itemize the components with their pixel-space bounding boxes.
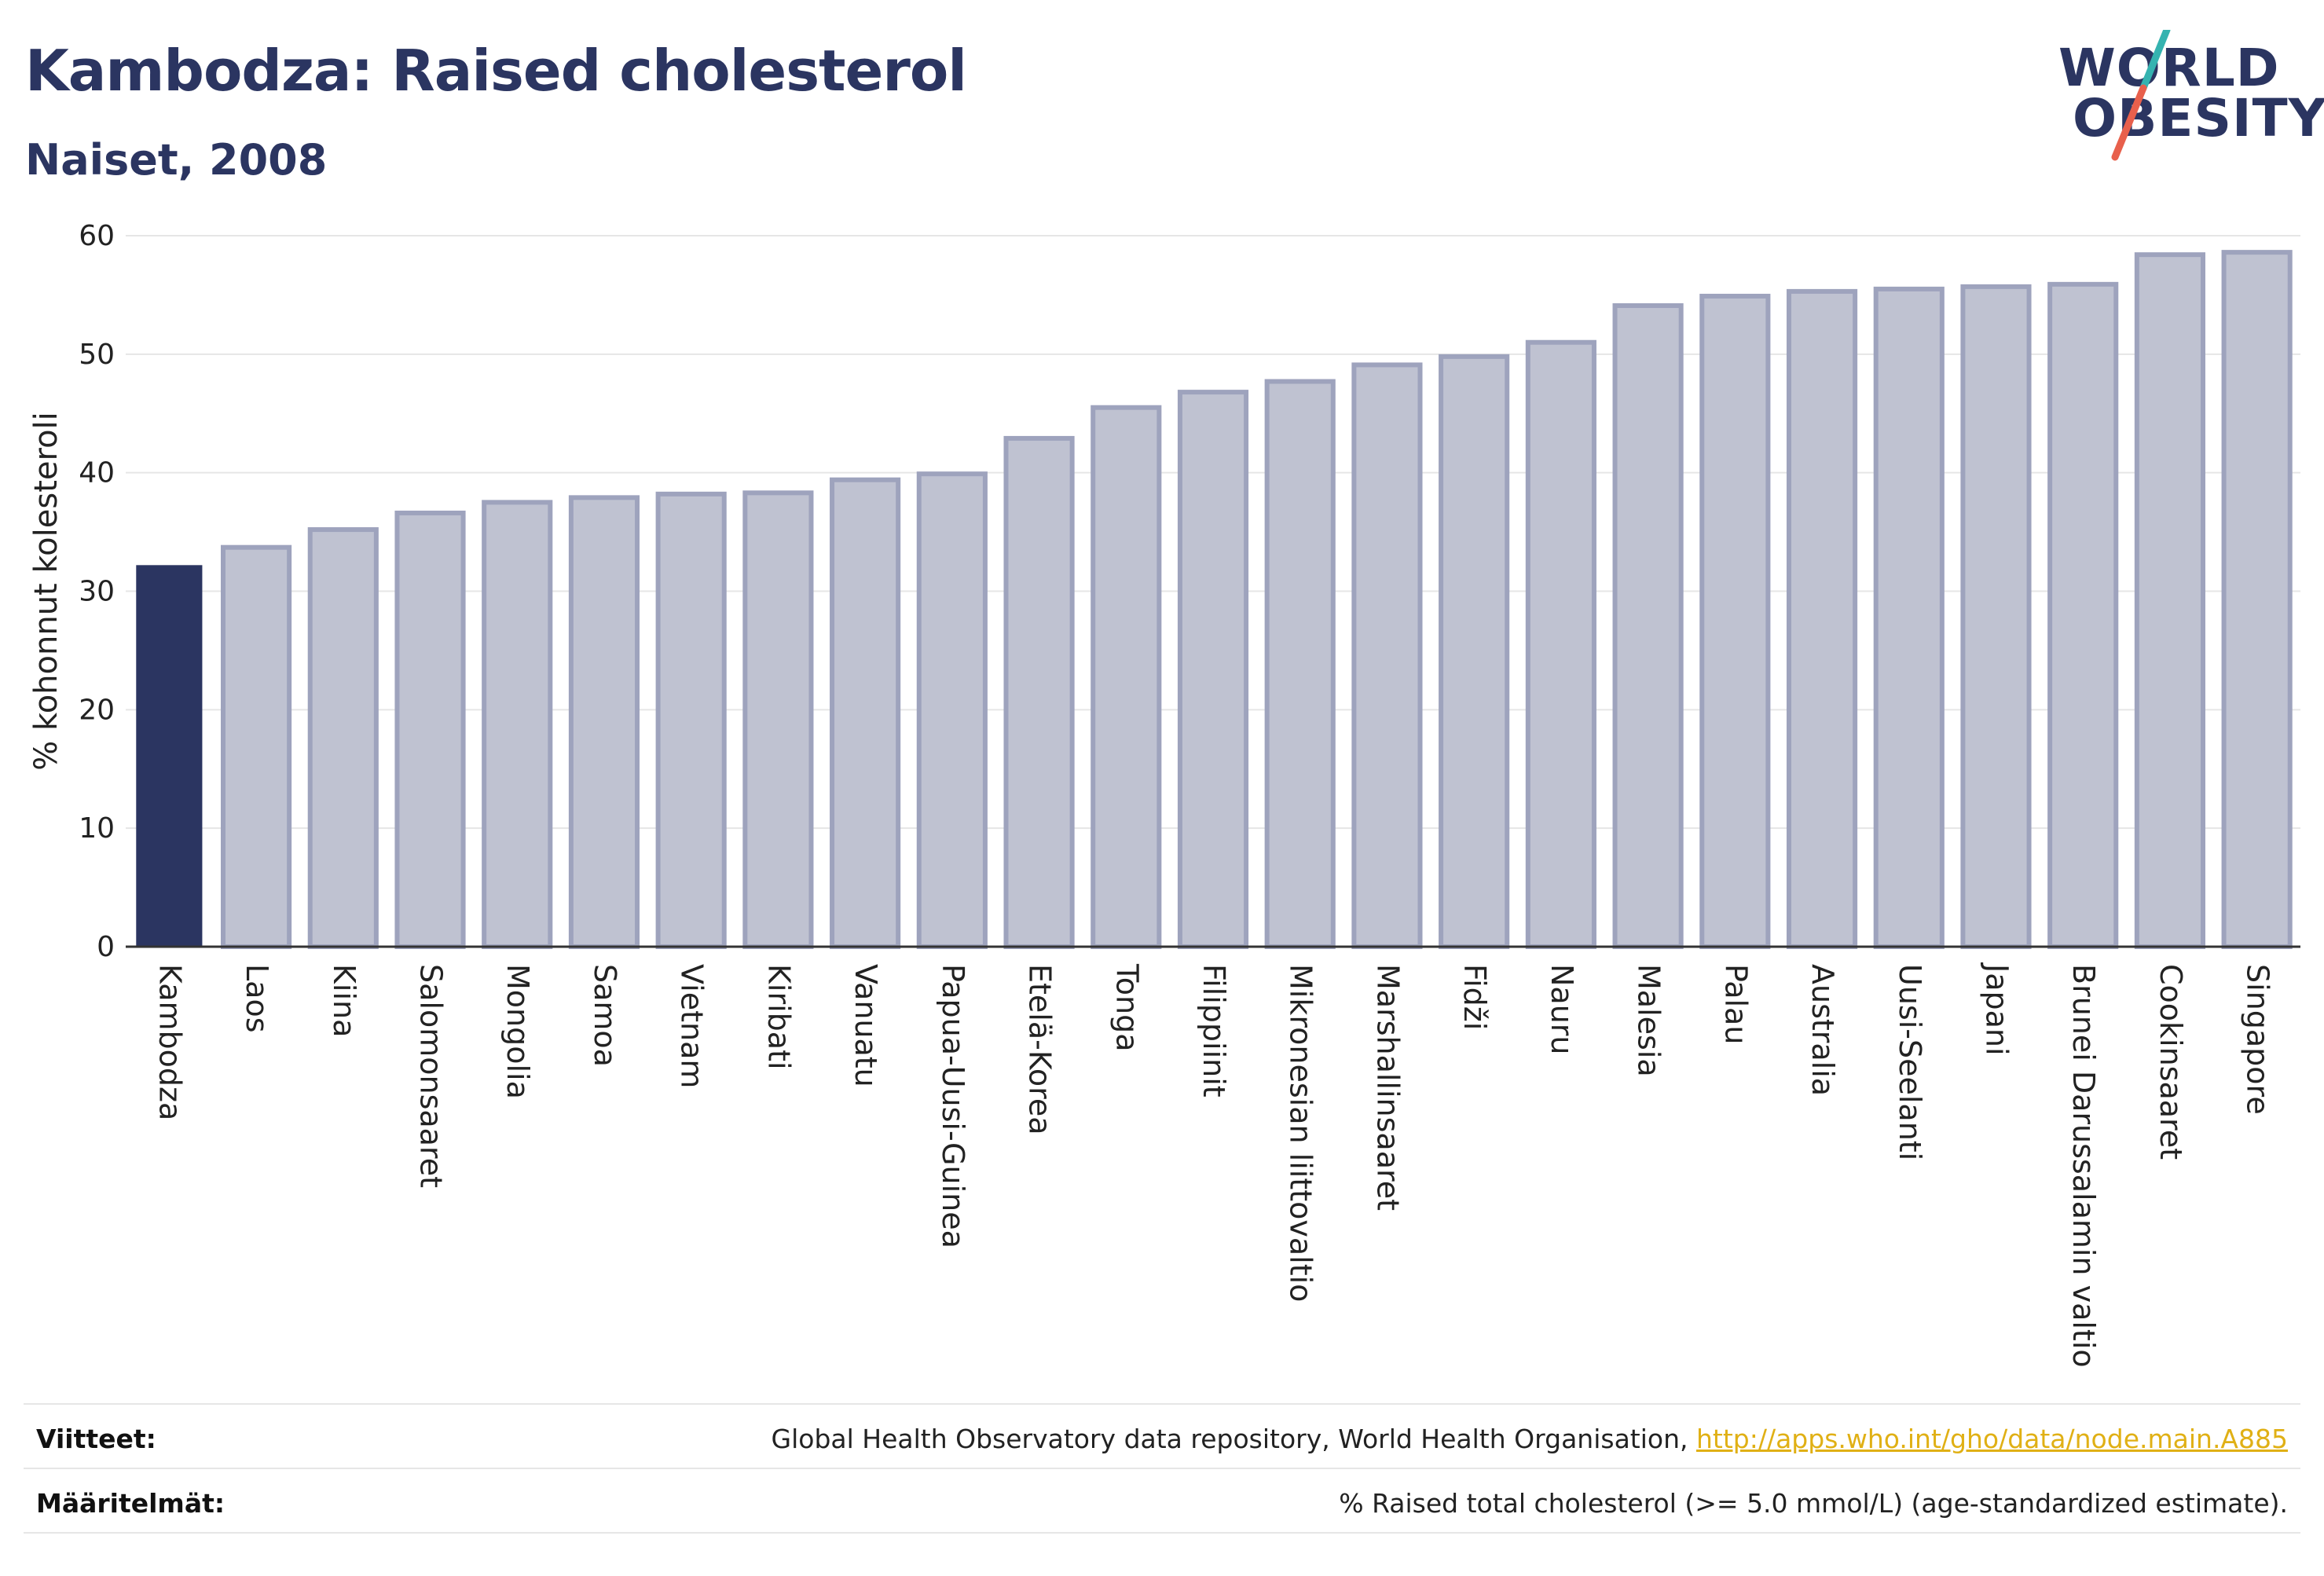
- x-tick-label: Singapore: [2241, 964, 2275, 1115]
- footer-divider-middle: [24, 1468, 2300, 1469]
- bar: [1264, 379, 1336, 949]
- x-tick-label: Papua-Uusi-Guinea: [936, 964, 970, 1248]
- x-tick-label: Kiina: [327, 964, 361, 1037]
- page-title: Kambodza: Raised cholesterol: [25, 38, 967, 104]
- x-tick-label: Mongolia: [500, 964, 535, 1099]
- bar: [742, 490, 814, 949]
- sources-row: Viitteet: Global Health Observatory data…: [24, 1424, 2300, 1455]
- definitions-row: Määritelmät: % Raised total cholesterol …: [24, 1488, 2300, 1519]
- bar: [482, 500, 553, 949]
- logo-slash-icon: [2111, 30, 2171, 161]
- x-tick-label: Brunei Darussalamin valtio: [2066, 964, 2101, 1368]
- page-subtitle: Naiset, 2008: [25, 135, 328, 185]
- bar: [1177, 390, 1249, 950]
- bar: [1091, 405, 1162, 949]
- y-tick-label: 40: [79, 457, 115, 489]
- bar: [830, 477, 901, 949]
- x-tick-label: Filippiinit: [1197, 964, 1231, 1098]
- bar: [2047, 281, 2119, 949]
- sources-label: Viitteet:: [36, 1424, 156, 1454]
- world-obesity-logo: WORLD OBESITY: [2043, 30, 2324, 171]
- bar: [1612, 302, 1684, 950]
- definitions-text: % Raised total cholesterol (>= 5.0 mmol/…: [1339, 1488, 2288, 1519]
- bar: [1525, 339, 1596, 949]
- sources-link[interactable]: http://apps.who.int/gho/data/node.main.A…: [1695, 1424, 2288, 1454]
- x-tick-label: Mikronesian liittovaltio: [1284, 964, 1318, 1302]
- sources-value: Global Health Observatory data repositor…: [772, 1424, 2288, 1454]
- x-tick-label: Etelä-Korea: [1023, 964, 1058, 1135]
- bar: [136, 565, 203, 947]
- x-tick-label: Marshallinsaaret: [1370, 964, 1405, 1211]
- bar: [1960, 284, 2032, 949]
- bar: [394, 510, 466, 949]
- logo-line-2: OBESITY: [2073, 88, 2324, 148]
- y-tick-label: 0: [97, 931, 115, 963]
- x-tick-label: Kiribati: [761, 964, 796, 1070]
- x-tick-label: Samoa: [588, 964, 622, 1067]
- bar-chart: 0 10 20 30 40 50 60 % kohonnut kolesteroli Kambo…: [28, 220, 2300, 1368]
- bar: [1699, 293, 1771, 949]
- x-tick-label: Vietnam: [675, 964, 709, 1088]
- bar: [1351, 362, 1423, 949]
- y-tick-label: 30: [79, 576, 115, 608]
- definitions-label: Määritelmät:: [36, 1488, 225, 1519]
- x-tick-label: Japani: [1979, 962, 2014, 1056]
- x-tick-label: Laos: [240, 964, 274, 1033]
- bar: [1873, 286, 1945, 949]
- x-tick-label: Fidži: [1457, 964, 1492, 1030]
- bar: [916, 471, 988, 949]
- bar: [2221, 250, 2293, 950]
- bar: [1003, 435, 1075, 949]
- x-tick-label: Salomonsaaret: [414, 964, 449, 1188]
- bar: [568, 495, 640, 949]
- bar: [2134, 252, 2205, 949]
- bar: [655, 491, 727, 949]
- x-tick-label: Nauru: [1545, 964, 1579, 1055]
- footer-divider-bottom: [24, 1532, 2300, 1534]
- y-tick-label: 20: [79, 694, 115, 726]
- y-tick-label: 10: [79, 812, 115, 845]
- x-tick-label: Palau: [1718, 964, 1753, 1044]
- x-tick-label: Cookinsaaret: [2154, 964, 2188, 1160]
- x-tick-label: Vanuatu: [849, 964, 883, 1087]
- x-tick-label: Tonga: [1109, 963, 1144, 1052]
- bar: [221, 544, 292, 949]
- x-tick-label: Uusi-Seelanti: [1893, 964, 1927, 1160]
- footer-divider-top: [24, 1403, 2300, 1405]
- y-tick-label: 60: [79, 220, 115, 252]
- bar: [1786, 288, 1858, 949]
- x-tick-label: Malesia: [1632, 964, 1666, 1077]
- x-tick-label: Kambodza: [152, 964, 187, 1120]
- sources-text: Global Health Observatory data repositor…: [771, 1424, 1696, 1454]
- y-tick-label: 50: [79, 339, 115, 371]
- x-tick-label: Australia: [1805, 964, 1840, 1096]
- logo-line-1: WORLD: [2058, 38, 2280, 98]
- bar: [307, 527, 379, 949]
- y-axis-label: % kohonnut kolesteroli: [28, 412, 64, 771]
- bar: [1439, 354, 1510, 950]
